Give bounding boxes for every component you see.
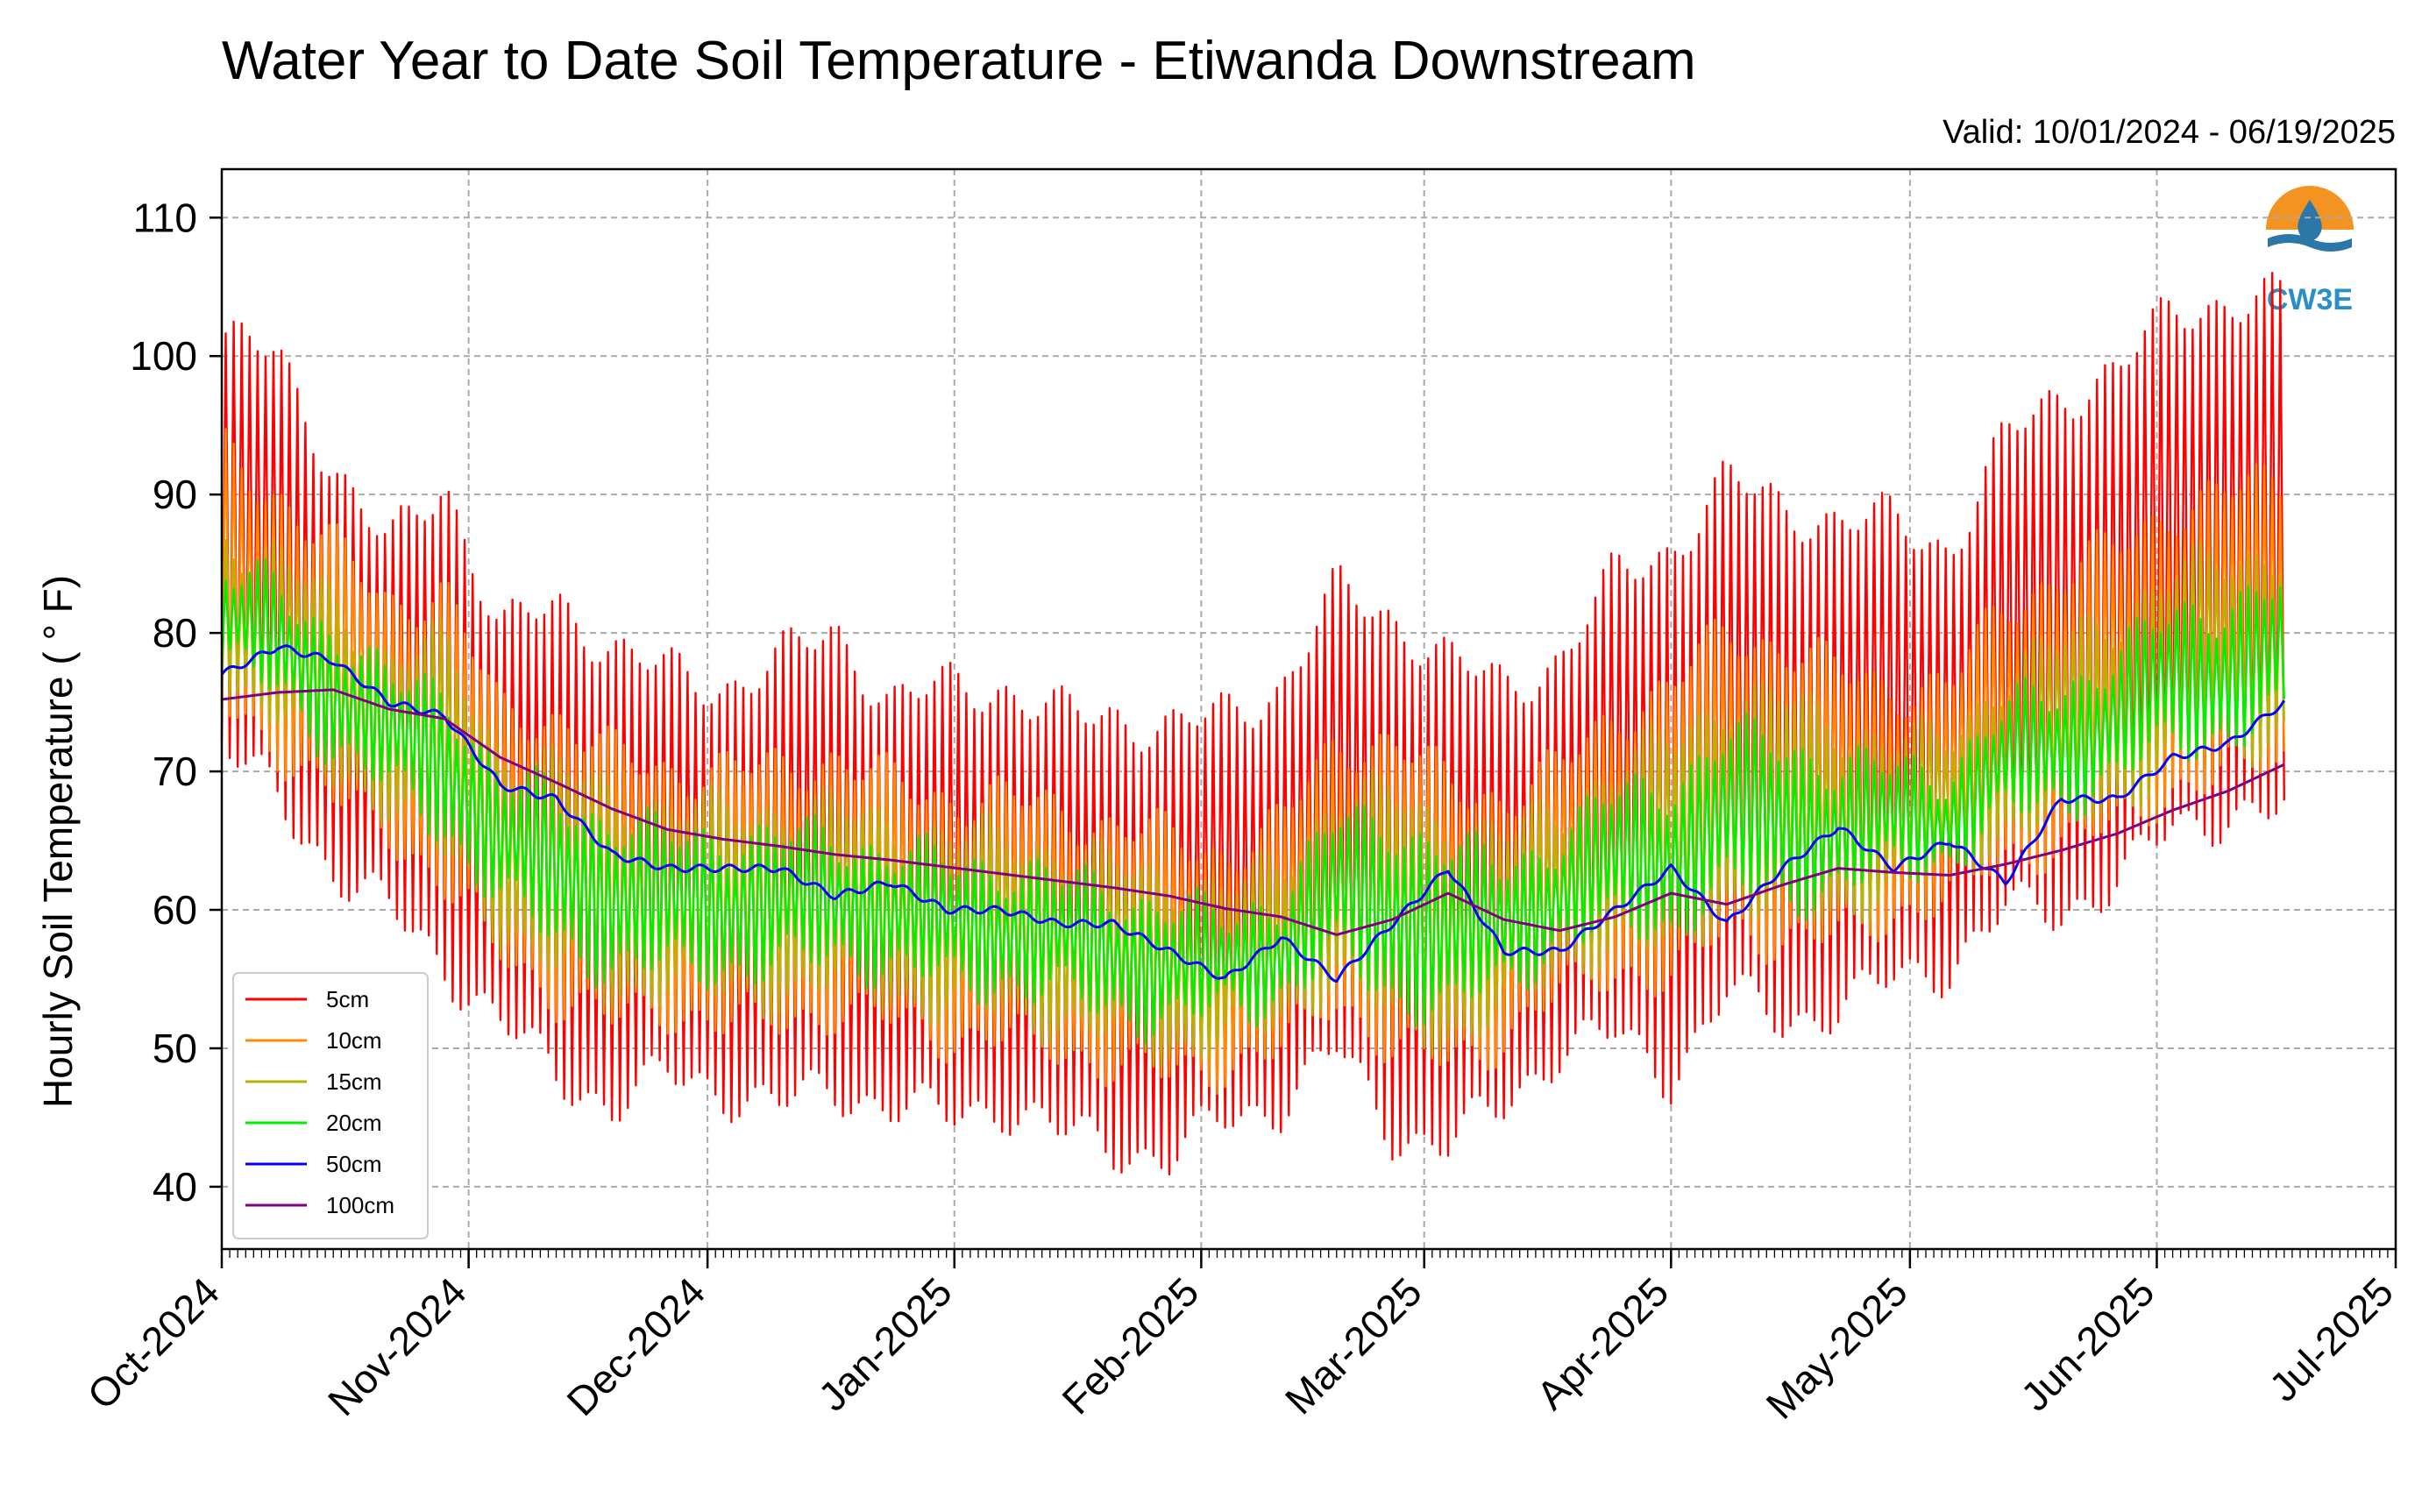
legend-label-20cm: 20cm	[326, 1110, 382, 1136]
x-tick-label: Jul-2025	[2261, 1268, 2403, 1410]
x-tick-label: Jan-2025	[809, 1268, 960, 1419]
x-tick-label: May-2025	[1758, 1268, 1916, 1427]
y-tick-label: 40	[153, 1164, 197, 1210]
valid-date-range: Valid: 10/01/2024 - 06/19/2025	[1942, 114, 2396, 151]
plot-frame	[220, 167, 2397, 1251]
y-tick-label: 90	[153, 472, 197, 517]
legend-label-15cm: 15cm	[326, 1068, 382, 1095]
legend-label-5cm: 5cm	[326, 986, 369, 1012]
series-line-50cm	[220, 644, 2286, 983]
legend: 5cm 10cm 15cm 20cm 50cm 100cm	[232, 972, 429, 1239]
logo-droplet-icon	[2298, 200, 2322, 241]
x-tick-label: Mar-2025	[1276, 1268, 1431, 1423]
chart-title: Water Year to Date Soil Temperature - Et…	[222, 31, 1696, 91]
x-tick-label: Apr-2025	[1528, 1268, 1678, 1418]
x-tick-label: Dec-2024	[558, 1268, 714, 1424]
y-tick-label: 100	[130, 333, 197, 379]
x-tick-label: Feb-2025	[1053, 1268, 1207, 1423]
logo: CW3E	[2266, 186, 2354, 316]
plot-series	[220, 272, 2286, 1176]
x-tick-label: Nov-2024	[319, 1268, 475, 1424]
series-line-100cm	[221, 688, 2285, 936]
legend-label-50cm: 50cm	[326, 1151, 382, 1177]
x-tick-label: Oct-2024	[79, 1268, 229, 1418]
legend-label-100cm: 100cm	[326, 1192, 394, 1218]
series-line-20cm	[220, 558, 2285, 1045]
y-tick-label: 60	[153, 887, 197, 933]
y-tick-label: 80	[153, 610, 197, 656]
y-tick-label: 110	[133, 195, 197, 240]
x-minor-ticks	[221, 1249, 2397, 1258]
logo-wave-icon	[2268, 234, 2352, 252]
y-tick-label: 70	[153, 749, 197, 794]
y-tick-label: 50	[153, 1026, 197, 1071]
series-line-5cm	[220, 272, 2285, 1176]
legend-label-10cm: 10cm	[326, 1027, 382, 1054]
x-tick-label: Jun-2025	[2012, 1268, 2163, 1419]
y-axis-label: Hourly Soil Temperature ( ° F)	[35, 575, 81, 1108]
